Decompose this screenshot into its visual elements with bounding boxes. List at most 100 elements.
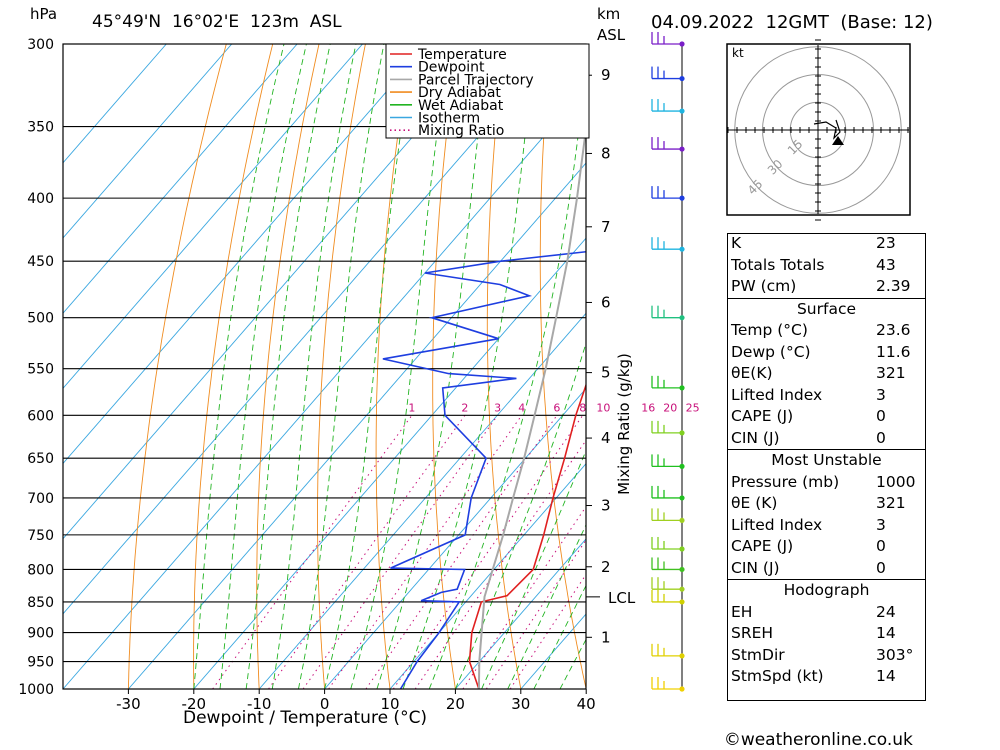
stat-label: Hodograph: [727, 580, 926, 602]
stat-row: θE (K)321: [727, 493, 926, 515]
wind-barb: [652, 577, 682, 589]
dry-adiabat-line: [257, 44, 319, 689]
stat-label: StmDir: [727, 645, 872, 667]
stat-label: Lifted Index: [727, 385, 872, 407]
mixing-ratio-line: [510, 415, 692, 689]
wind-barb: [652, 508, 682, 520]
wind-barb: [652, 99, 682, 111]
mixing-ratio-label: 8: [579, 401, 586, 414]
stat-row: CAPE (J)0: [727, 536, 926, 558]
wind-barb: [652, 306, 682, 318]
km-tick-label: 6: [601, 293, 611, 311]
wind-barb: [652, 590, 682, 602]
wet-adiabat-line: [220, 44, 306, 689]
mixing-ratio-label: 1: [408, 401, 415, 414]
asl-label: ASL: [597, 26, 625, 44]
km-tick-label: 5: [601, 364, 611, 382]
wind-barb: [652, 186, 682, 198]
temperature-line: [470, 44, 670, 689]
stat-label: Totals Totals: [727, 255, 872, 277]
section-header-most-unstable: Most Unstable: [727, 450, 926, 472]
stat-value: 23: [872, 233, 926, 255]
stat-value: 0: [872, 558, 926, 580]
mixing-ratio-line: [213, 415, 412, 689]
isotherm-line: [0, 44, 166, 689]
stat-label: Lifted Index: [727, 515, 872, 537]
wind-barb: [652, 537, 682, 549]
stat-value: 2.39: [872, 276, 926, 298]
location-title: 45°49'N 16°02'E 123m ASL: [92, 12, 342, 32]
mixing-ratio-label: 16: [641, 401, 655, 414]
stat-row: θE(K)321: [727, 363, 926, 385]
pressure-tick-label: 950: [27, 655, 54, 671]
section-header-surface: Surface: [727, 298, 926, 320]
stat-label: SREH: [727, 623, 872, 645]
footer-site: weatheronline.co.uk: [741, 730, 913, 750]
x-tick-label: 20: [446, 695, 465, 713]
km-tick-label: 4: [601, 429, 611, 447]
dry-adiabat-line: [128, 44, 226, 689]
pressure-tick-label: 350: [27, 120, 54, 136]
dry-adiabat-line: [376, 44, 412, 689]
x-tick-label: 30: [511, 695, 530, 713]
stat-label: Surface: [727, 298, 926, 320]
datetime-title: 04.09.2022 12GMT (Base: 12): [651, 12, 933, 33]
stat-label: Pressure (mb): [727, 472, 872, 494]
stat-value: 0: [872, 536, 926, 558]
dry-adiabat-line: [922, 44, 1000, 689]
stat-value: 43: [872, 255, 926, 277]
km-tick-label: 1: [601, 628, 611, 646]
pressure-tick-label: 650: [27, 451, 54, 467]
stat-value: 23.6: [872, 320, 926, 342]
dry-adiabat-line: [968, 44, 1000, 689]
x-tick-label: -30: [116, 695, 141, 713]
wind-barb: [652, 644, 682, 656]
stat-label: CAPE (J): [727, 406, 872, 428]
stat-value: 0: [872, 406, 926, 428]
stat-value: 11.6: [872, 342, 926, 364]
mixing-ratio-label: 4: [518, 401, 525, 414]
km-label: km: [597, 5, 620, 23]
stat-value: 303°: [872, 645, 926, 667]
stat-value: 321: [872, 493, 926, 515]
stat-row: Dewp (°C)11.6: [727, 342, 926, 364]
km-tick-label: 2: [601, 558, 611, 576]
pressure-tick-label: 850: [27, 595, 54, 611]
stat-label: θE(K): [727, 363, 872, 385]
wet-adiabat-line: [377, 44, 490, 689]
mixing-ratio-line: [269, 415, 465, 689]
mixing-ratio-label: 6: [553, 401, 560, 414]
stat-value: 3: [872, 515, 926, 537]
stat-value: 14: [872, 623, 926, 645]
stat-label: Most Unstable: [727, 450, 926, 472]
footer-credit[interactable]: ©weatheronline.co.uk: [713, 710, 913, 750]
wind-barb: [652, 486, 682, 498]
stat-label: PW (cm): [727, 276, 872, 298]
wind-barb: [652, 421, 682, 433]
stat-row: CIN (J)0: [727, 428, 926, 450]
km-tick-label: 7: [601, 218, 611, 236]
mixing-ratio-label: 20: [663, 401, 677, 414]
stat-value: 3: [872, 385, 926, 407]
wind-barb: [652, 137, 682, 149]
mixing-ratio-label: 2: [461, 401, 468, 414]
pressure-tick-label: 750: [27, 528, 54, 544]
dry-adiabat-line: [318, 44, 366, 689]
pressure-tick-label: 1000: [18, 682, 54, 698]
wind-barb: [652, 454, 682, 466]
hodograph-unit-label: kt: [732, 46, 744, 60]
stat-label: CAPE (J): [727, 536, 872, 558]
pressure-tick-label: 400: [27, 191, 54, 207]
mixing-ratio-axis-title: Mixing Ratio (g/kg): [615, 353, 633, 495]
pressure-tick-label: 500: [27, 311, 54, 327]
stat-row: Pressure (mb)1000: [727, 472, 926, 494]
stat-value: 24: [872, 602, 926, 624]
mixing-ratio-label: 25: [686, 401, 700, 414]
